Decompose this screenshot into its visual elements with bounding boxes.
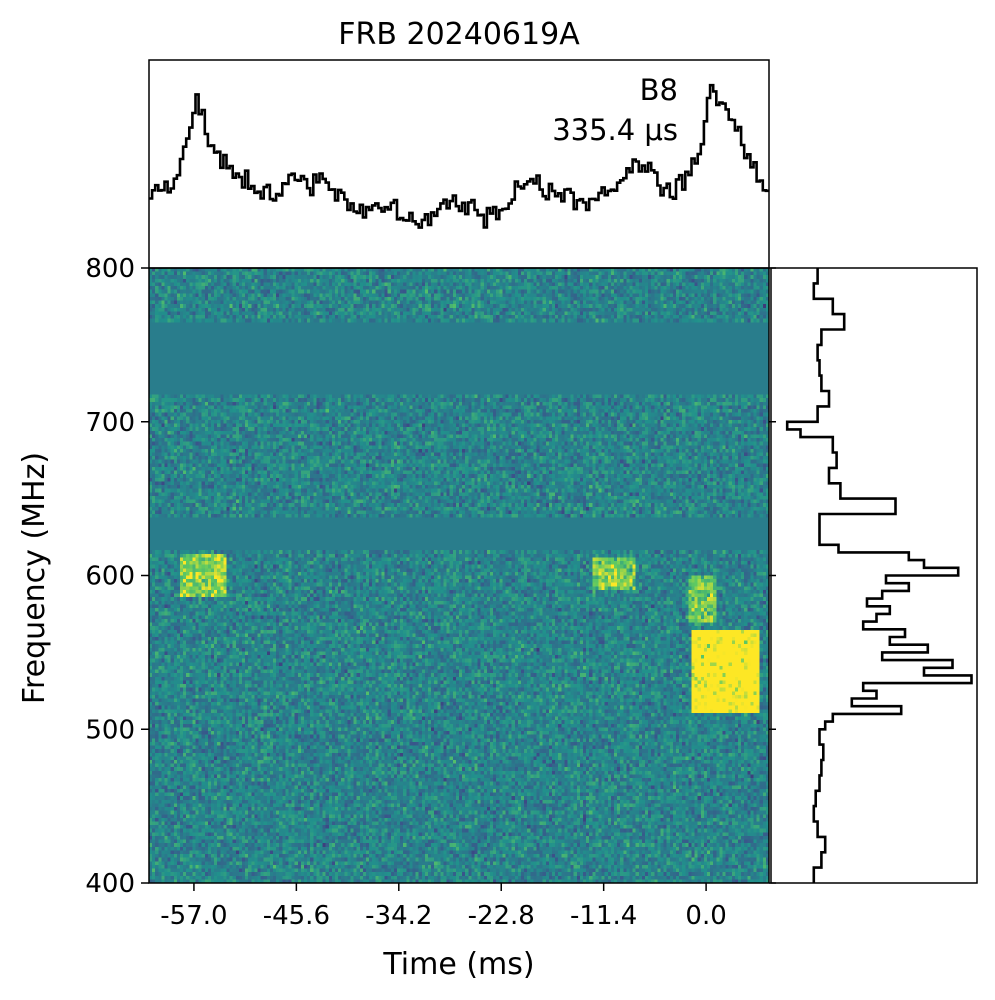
spectrum-panel: [770, 267, 978, 884]
heatmap-axes: -57.0 -45.6 -34.2 -22.8 -11.4 0.0 400 500 600 70…: [17, 254, 776, 982]
y-tick-label: 700: [85, 408, 135, 438]
chart-title: FRB 20240619A: [338, 17, 580, 52]
x-tick-label: -45.6: [263, 901, 330, 931]
x-axis-label: Time (ms): [382, 947, 534, 982]
y-tick-label: 600: [85, 562, 135, 592]
heatmap-frame: [148, 267, 770, 884]
x-tick-label: 0.0: [685, 901, 726, 931]
y-tick-label: 500: [85, 715, 135, 745]
y-tick-label: 400: [85, 869, 135, 899]
time-series-line: [149, 83, 769, 229]
waterfall-heatmap: [149, 268, 769, 883]
frequency-spectrum-line: [785, 268, 973, 883]
x-tick-label: -22.8: [468, 901, 535, 931]
beam-label: B8: [640, 73, 678, 107]
x-tick-label: -34.2: [365, 901, 432, 931]
resolution-label: 335.4 μs: [552, 113, 678, 147]
y-axis-label: Frequency (MHz): [17, 452, 52, 704]
x-tick-label: -11.4: [570, 901, 637, 931]
y-tick-label: 800: [85, 254, 135, 284]
x-tick-label: -57.0: [160, 901, 227, 931]
time-series-panel: B8 335.4 μs: [148, 59, 770, 269]
